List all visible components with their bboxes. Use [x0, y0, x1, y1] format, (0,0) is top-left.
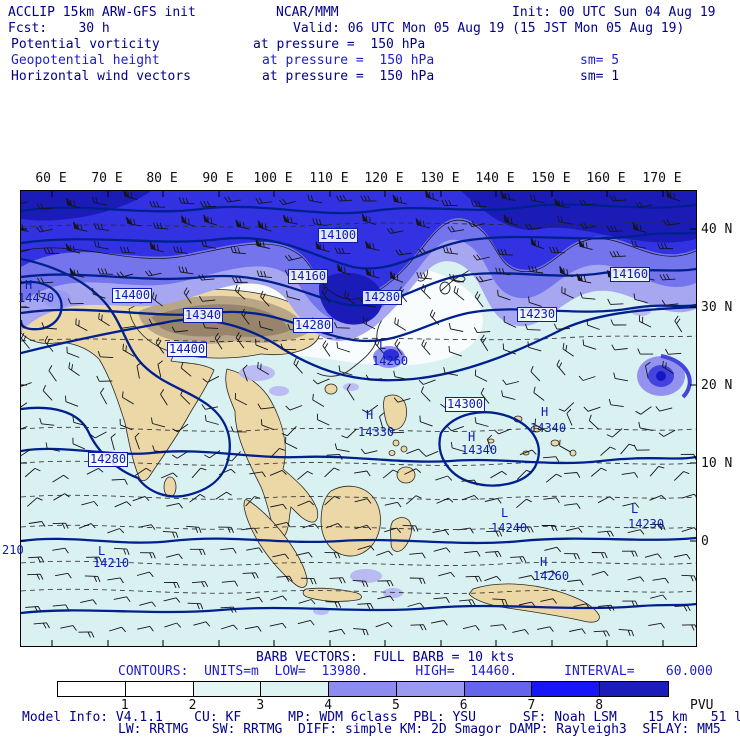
- x-axis-label: 100 E: [253, 171, 293, 186]
- header-text: Potential vorticity: [11, 37, 160, 52]
- colorbar-segment: [464, 682, 533, 696]
- colorbar-tick-label: 8: [595, 698, 604, 713]
- colorbar-segment: [532, 682, 601, 696]
- header-text: NCAR/MMM: [276, 5, 339, 20]
- header-text: Geopotential height: [11, 53, 160, 68]
- x-axis-label: 140 E: [475, 171, 515, 186]
- pv-colorbar: [57, 681, 669, 697]
- colorbar-segment: [396, 682, 465, 696]
- x-axis-label: 160 E: [586, 171, 626, 186]
- header-text: Fcst: 30 h: [8, 21, 110, 36]
- colorbar-tick-label: 4: [324, 698, 333, 713]
- footer-text: LW: RRTMG SW: RRTMG DIFF: simple KM: 2D …: [118, 722, 721, 737]
- x-axis-label: 150 E: [531, 171, 571, 186]
- header-text: at pressure = 150 hPa: [262, 69, 435, 84]
- header-text: sm= 1: [580, 69, 620, 84]
- x-axis-label: 80 E: [146, 171, 178, 186]
- colorbar-segment: [193, 682, 262, 696]
- header-text: Init: 00 UTC Sun 04 Aug 19: [512, 5, 716, 20]
- land-java: [302, 587, 362, 602]
- pv-patches: [43, 290, 651, 615]
- colorbar-tick-label: 2: [188, 698, 197, 713]
- land-srilanka: [163, 476, 177, 498]
- colorbar-segment: [600, 682, 668, 696]
- y-axis-label: 0: [701, 534, 709, 549]
- colorbar-unit-label: PVU: [690, 698, 714, 713]
- x-axis-label: 170 E: [642, 171, 682, 186]
- x-axis-label: 60 E: [35, 171, 67, 186]
- header-text: ACCLIP 15km ARW-GFS init: [8, 5, 196, 20]
- colorbar-segment: [58, 682, 126, 696]
- y-axis-label: 40 N: [701, 222, 733, 237]
- y-axis-label: 30 N: [701, 300, 733, 315]
- land-luzon: [383, 394, 408, 430]
- colorbar-tick-label: 3: [256, 698, 265, 713]
- header-text: at pressure = 150 hPa: [262, 53, 435, 68]
- colorbar-segment: [261, 682, 330, 696]
- colorbar-tick-label: 6: [459, 698, 468, 713]
- colorbar-tick-label: 5: [391, 698, 400, 713]
- colorbar-tick-label: 7: [527, 698, 536, 713]
- x-axis-label: 130 E: [420, 171, 460, 186]
- dashed-contours-group: [21, 221, 696, 594]
- x-axis-label: 110 E: [309, 171, 349, 186]
- weather-map-panel: [20, 190, 697, 647]
- y-axis-label: 10 N: [701, 456, 733, 471]
- y-axis-label: 20 N: [701, 378, 733, 393]
- colorbar-tick-label: 1: [120, 698, 129, 713]
- x-axis-label: 70 E: [91, 171, 123, 186]
- x-axis-label: 90 E: [202, 171, 234, 186]
- colorbar-segment: [329, 682, 397, 696]
- land-borneo: [320, 485, 381, 557]
- header-text: sm= 5: [580, 53, 620, 68]
- footer-text: BARB VECTORS: FULL BARB = 10 kts: [256, 650, 515, 665]
- header-text: Valid: 06 UTC Mon 05 Aug 19 (15 JST Mon …: [293, 21, 685, 36]
- land-indochina: [225, 368, 319, 539]
- land-hainan: [324, 383, 338, 395]
- land-mindanao: [396, 466, 416, 484]
- typhoon-vortex: [637, 354, 692, 399]
- colorbar-segment: [125, 682, 194, 696]
- header-text: Horizontal wind vectors: [11, 69, 192, 84]
- land-sumatra: [243, 499, 308, 588]
- footer-text: CONTOURS: UNITS=m LOW= 13980. HIGH= 1446…: [118, 664, 713, 679]
- header-text: at pressure = 150 hPa: [253, 37, 426, 52]
- x-axis-label: 120 E: [364, 171, 404, 186]
- wind-barbs-layer: [21, 191, 696, 638]
- axis-ticks: [21, 191, 696, 646]
- weather-map-canvas: [21, 191, 696, 646]
- footer-text: Model Info: V4.1.1 CU: KF MP: WDM 6class…: [22, 710, 740, 725]
